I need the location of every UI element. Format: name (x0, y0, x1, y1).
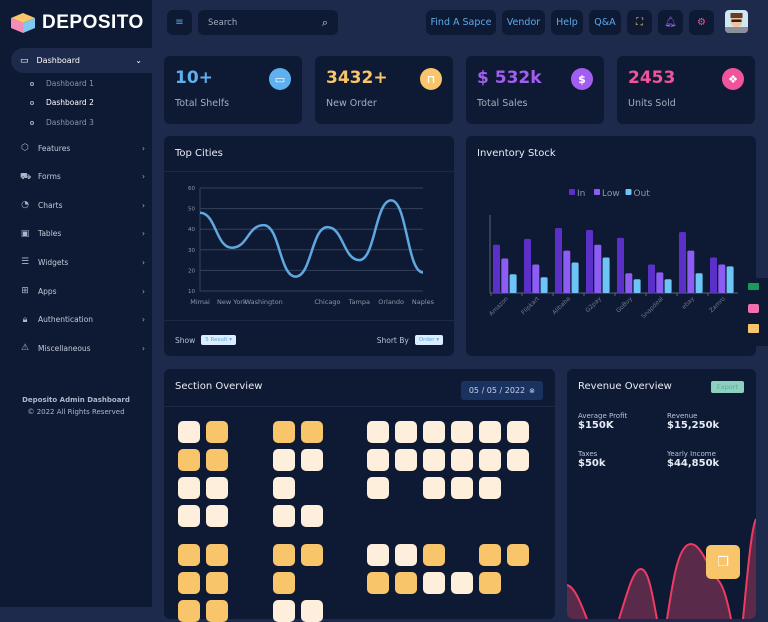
seat-available[interactable] (367, 421, 389, 443)
chat-icon: ❐ (717, 555, 729, 570)
seat-available[interactable] (423, 572, 445, 594)
seat-available[interactable] (301, 600, 323, 622)
seat-available[interactable] (395, 449, 417, 471)
card-title: Section Overview (175, 381, 262, 392)
revenue-overview-card: Revenue Overview Export Average Profit$1… (567, 369, 756, 619)
copy-icon[interactable] (748, 324, 759, 333)
seat-available[interactable] (367, 449, 389, 471)
seat-booked[interactable] (479, 572, 501, 594)
seat-available[interactable] (479, 421, 501, 443)
seat-available[interactable] (178, 505, 200, 527)
seat-available[interactable] (451, 477, 473, 499)
seat-booked[interactable] (479, 544, 501, 566)
seat-available[interactable] (451, 421, 473, 443)
x-tick-label: Mimai (190, 298, 210, 306)
seat-available[interactable] (451, 449, 473, 471)
seat-booked[interactable] (301, 421, 323, 443)
y-tick-label: 40 (188, 227, 195, 233)
seat-available[interactable] (479, 449, 501, 471)
seat-available[interactable] (423, 449, 445, 471)
floating-toolbar (743, 278, 768, 346)
seat-booked[interactable] (178, 544, 200, 566)
seat-available[interactable] (206, 505, 228, 527)
seat-available[interactable] (273, 600, 295, 622)
seat-booked[interactable] (301, 544, 323, 566)
seat-available[interactable] (479, 477, 501, 499)
seat-booked[interactable] (178, 572, 200, 594)
line-series (200, 200, 423, 276)
y-tick-label: 50 (188, 207, 195, 213)
seat-booked[interactable] (206, 572, 228, 594)
date-value: 05 / 05 / 2022 (469, 386, 525, 395)
seat-available[interactable] (273, 505, 295, 527)
y-tick-label: 60 (188, 186, 195, 192)
seat-available[interactable] (273, 477, 295, 499)
x-tick-label: Washington (245, 298, 283, 306)
seat-booked[interactable] (206, 449, 228, 471)
x-tick-label: Naples (412, 298, 435, 306)
seat-available[interactable] (423, 477, 445, 499)
seat-available[interactable] (301, 449, 323, 471)
seat-available[interactable] (273, 449, 295, 471)
x-tick-label: Chicago (314, 298, 340, 306)
chat-button[interactable]: ❐ (706, 545, 740, 579)
y-tick-label: 30 (188, 248, 195, 254)
seat-available[interactable] (507, 449, 529, 471)
card-title: Inventory Stock (477, 148, 556, 159)
seat-booked[interactable] (423, 544, 445, 566)
seat-available[interactable] (451, 572, 473, 594)
seat-available[interactable] (507, 421, 529, 443)
revenue-area-chart (567, 369, 756, 619)
seat-booked[interactable] (273, 421, 295, 443)
image-icon[interactable] (748, 304, 759, 313)
seat-available[interactable] (367, 477, 389, 499)
seat-booked[interactable] (507, 544, 529, 566)
seat-booked[interactable] (178, 449, 200, 471)
seat-available[interactable] (423, 421, 445, 443)
money-icon[interactable] (748, 283, 759, 290)
seat-booked[interactable] (367, 572, 389, 594)
seat-booked[interactable] (178, 600, 200, 622)
seat-booked[interactable] (206, 600, 228, 622)
seat-booked[interactable] (273, 544, 295, 566)
divider (164, 406, 555, 407)
x-tick-label: New York (217, 298, 247, 306)
seat-available[interactable] (367, 544, 389, 566)
seat-available[interactable] (301, 505, 323, 527)
inventory-stock-card: Inventory Stock (466, 136, 756, 356)
seat-available[interactable] (206, 477, 228, 499)
date-picker[interactable]: 05 / 05 / 2022 ⊗ (461, 381, 543, 400)
seat-available[interactable] (395, 544, 417, 566)
seat-available[interactable] (178, 421, 200, 443)
seat-booked[interactable] (395, 572, 417, 594)
x-tick-label: Orlando (378, 298, 404, 306)
seat-booked[interactable] (206, 421, 228, 443)
seat-available[interactable] (395, 421, 417, 443)
x-tick-label: Tampa (348, 298, 370, 306)
y-tick-label: 10 (188, 289, 195, 295)
seat-booked[interactable] (273, 572, 295, 594)
seat-available[interactable] (178, 477, 200, 499)
clear-icon[interactable]: ⊗ (529, 387, 535, 395)
y-tick-label: 20 (188, 268, 195, 274)
seat-booked[interactable] (206, 544, 228, 566)
